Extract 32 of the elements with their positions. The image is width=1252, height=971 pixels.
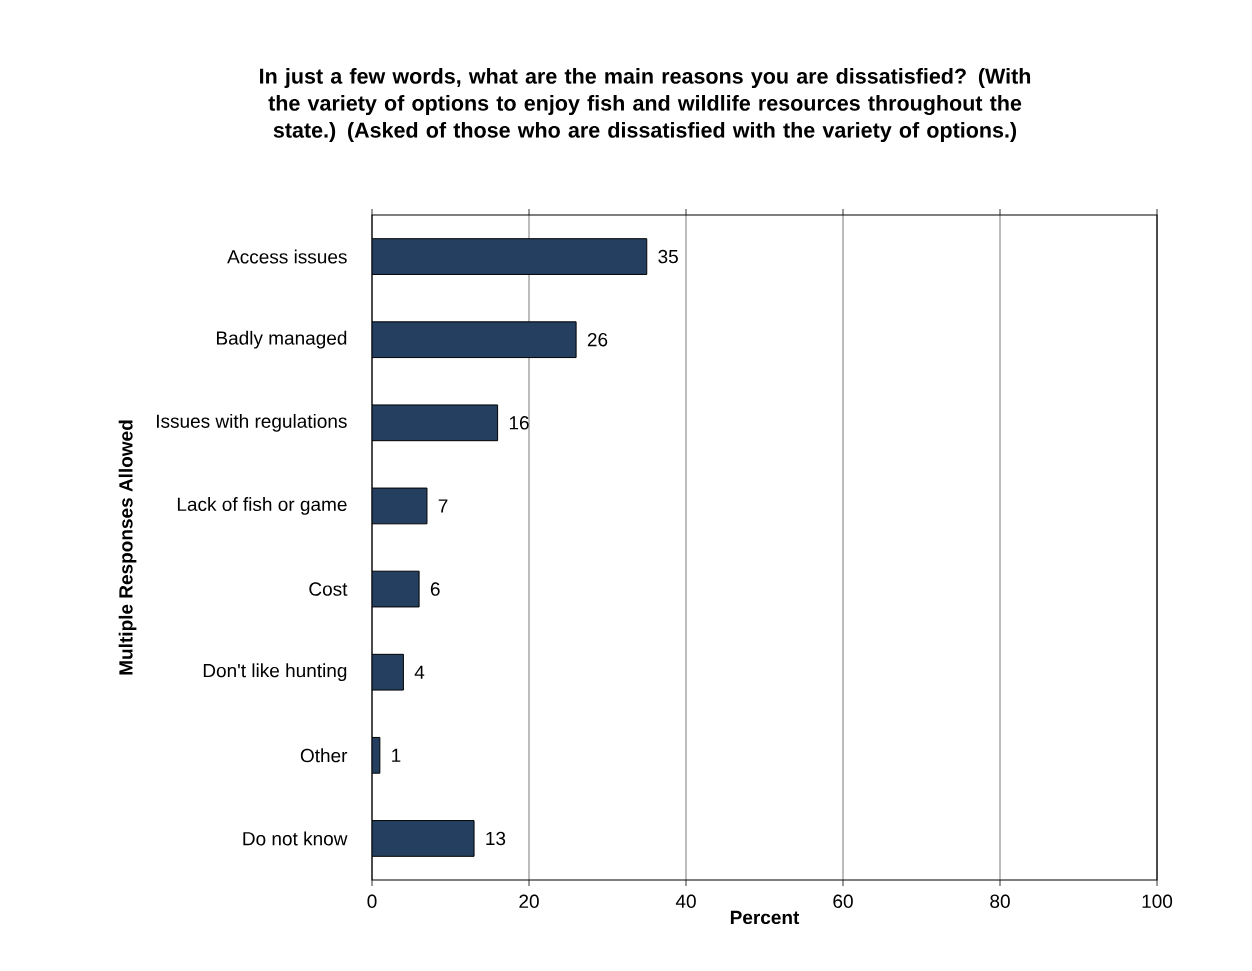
- x-tick-label: 0: [367, 894, 377, 908]
- y-axis-title: Multiple Responses Allowed: [118, 420, 137, 675]
- data-label: 35: [658, 249, 678, 264]
- y-tick-label: Cost: [309, 582, 348, 596]
- data-label: 16: [509, 416, 529, 430]
- y-tick-label: Don't like hunting: [203, 663, 347, 682]
- data-label: 6: [430, 582, 440, 596]
- chart-title: In just a few words, what are the main reasons you are dissatisfied? (With the variety of options to enjoy fish and wildlife resources throughout the state.) (Asked of those who are dissatisfied with the variety of options.): [260, 67, 1031, 143]
- bar: [372, 321, 577, 359]
- data-label: 4: [414, 665, 425, 679]
- y-tick-label: Lack of fish or game: [177, 497, 347, 515]
- data-label: 13: [486, 831, 506, 846]
- data-label: 26: [587, 332, 608, 347]
- x-tick-label: 80: [990, 894, 1010, 908]
- x-tick-label: 60: [833, 894, 853, 908]
- data-label: 7: [438, 499, 448, 513]
- y-tick-label: Other: [300, 748, 348, 763]
- x-tick-label: 100: [1142, 894, 1173, 908]
- data-label: 1: [392, 748, 401, 762]
- x-tick-label: 20: [519, 894, 539, 908]
- bar: [372, 487, 428, 525]
- bar: [372, 820, 475, 857]
- bar: [372, 238, 648, 275]
- x-tick-label: 40: [675, 894, 696, 908]
- x-axis-title: Percent: [730, 910, 800, 925]
- y-tick-label: Access issues: [227, 249, 347, 264]
- bar: [372, 653, 404, 691]
- y-tick-label: Do not know: [243, 831, 348, 846]
- bar: [372, 570, 420, 608]
- y-tick-label: Issues with regulations: [157, 413, 347, 432]
- bar: [372, 404, 499, 442]
- y-tick-label: Badly managed: [216, 330, 347, 349]
